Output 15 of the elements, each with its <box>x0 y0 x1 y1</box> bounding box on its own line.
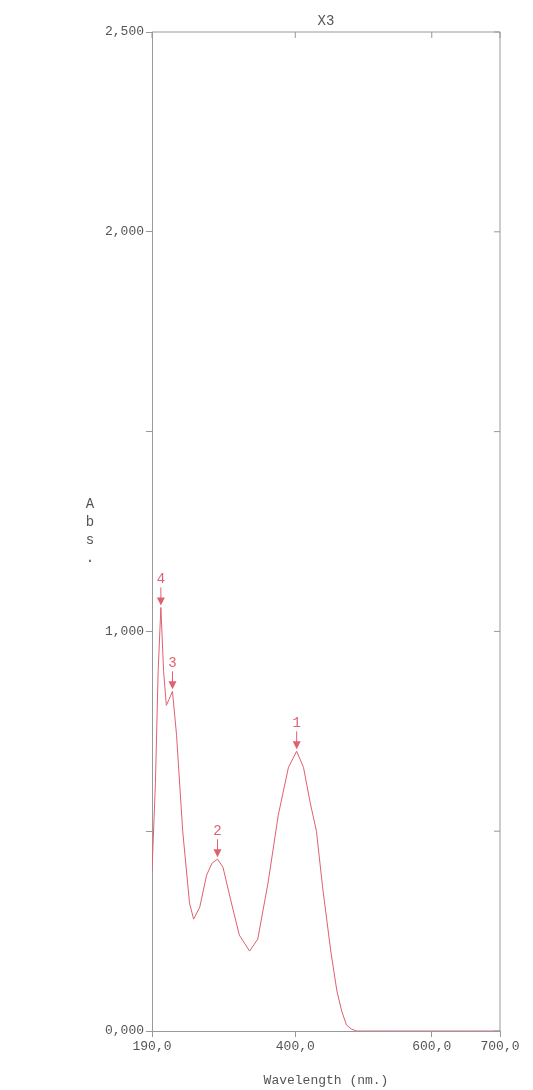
y-tick-label: 2,000 <box>104 224 144 240</box>
annotation: 4 <box>156 571 166 588</box>
annotation: 1 <box>292 714 301 731</box>
x-tick-label: 400,0 <box>275 1039 315 1055</box>
x-axis-title: Wavelength (nm.) <box>263 1072 389 1088</box>
y-tick-label: 0,000 <box>104 1023 144 1039</box>
x-tick-label: 190,0 <box>132 1039 172 1055</box>
annotation: 2 <box>213 822 222 839</box>
x-tick-label: 700,0 <box>480 1039 520 1055</box>
y-axis-title: Abs. <box>85 496 95 567</box>
chart-title: X3 <box>317 12 335 29</box>
y-tick-label: 2,500 <box>104 24 144 40</box>
annotation: 3 <box>168 655 177 672</box>
y-tick-label: 1,000 <box>104 623 144 639</box>
x-tick-label: 600,0 <box>412 1039 452 1055</box>
